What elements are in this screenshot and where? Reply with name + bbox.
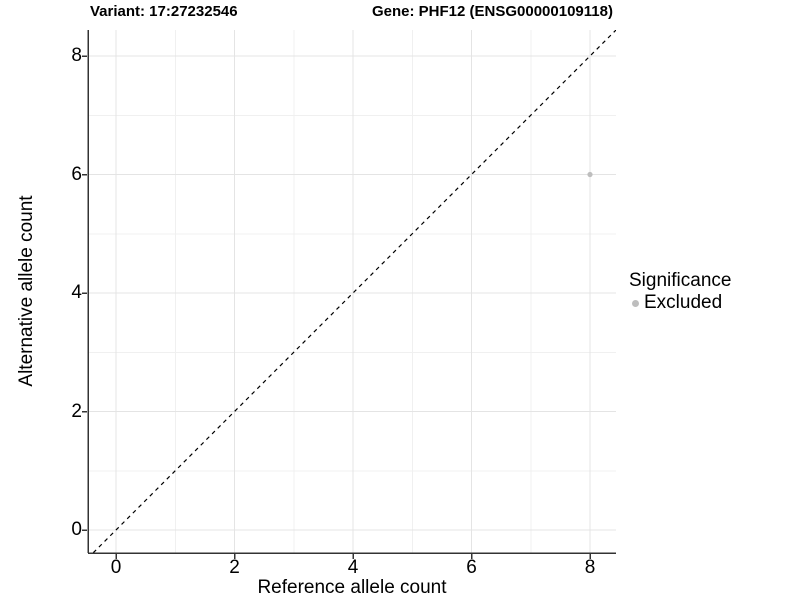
y-axis-title: Alternative allele count <box>16 195 37 387</box>
y-tick-label: 8 <box>71 45 82 66</box>
legend-item-excluded: Excluded <box>629 292 731 314</box>
excluded-point-swatch <box>632 299 639 307</box>
x-tick-label: 0 <box>110 557 122 578</box>
data-point <box>587 171 593 178</box>
y-tick-label: 6 <box>71 163 82 185</box>
x-tick-label: 8 <box>584 557 596 578</box>
legend-item-label: Excluded <box>644 292 723 313</box>
y-tick-label: 4 <box>71 282 82 303</box>
y-tick-label: 0 <box>71 519 82 540</box>
variant-title: Variant: 17:27232546 <box>90 3 238 20</box>
x-tick-label: 2 <box>229 557 240 578</box>
gene-title: Gene: PHF12 (ENSG00000109118) <box>372 3 613 20</box>
legend: Significance Excluded <box>629 270 731 314</box>
y-tick-label: 2 <box>71 400 82 422</box>
x-axis-title: Reference allele count <box>257 577 447 598</box>
x-tick-label: 6 <box>466 557 477 578</box>
legend-title: Significance <box>629 270 732 291</box>
x-tick-label: 4 <box>347 557 359 578</box>
identity-line <box>92 30 616 553</box>
